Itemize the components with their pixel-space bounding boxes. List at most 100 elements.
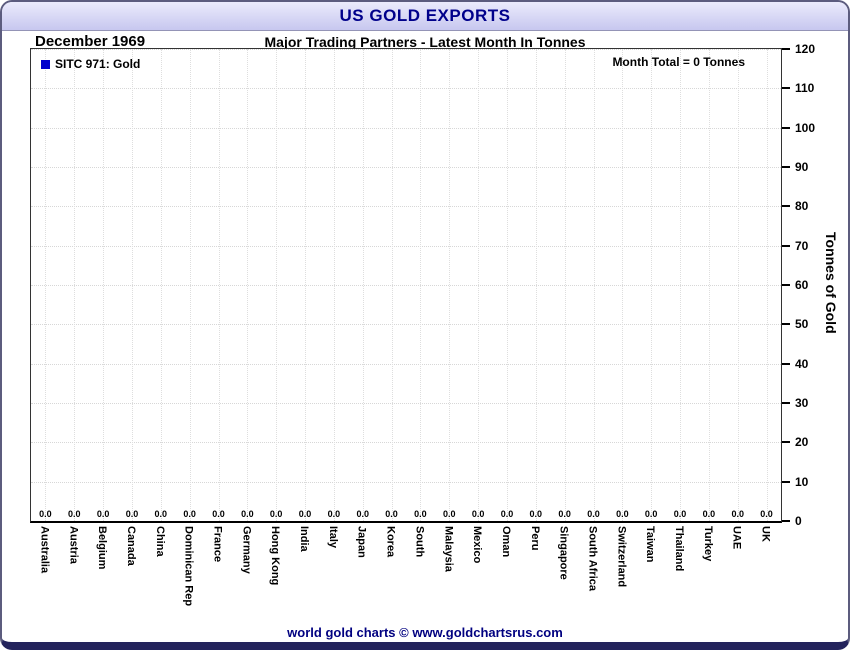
x-tick-label: Mexico [471, 526, 484, 564]
v-gridline [333, 49, 335, 521]
x-tick-label: Korea [384, 526, 397, 558]
y-tick-mark [782, 402, 790, 404]
x-tick-label: Oman [499, 526, 512, 558]
x-tick-label: Malaysia [442, 526, 455, 572]
y-tick-label: 30 [795, 396, 809, 410]
h-gridline [31, 285, 781, 286]
bar-value-label: 0.0 [529, 509, 543, 519]
bar-value-label: 0.0 [269, 509, 283, 519]
bar-value-label: 0.0 [356, 509, 369, 519]
x-tick-label: Japan [355, 526, 368, 558]
h-gridline [31, 324, 781, 326]
y-tick-mark [782, 480, 790, 483]
h-gridline [31, 127, 781, 129]
y-tick-mark [782, 323, 790, 326]
bar-value-label: 0.0 [471, 509, 485, 519]
y-tick-label: 20 [795, 435, 809, 450]
y-tick-label: 120 [795, 42, 816, 56]
footer-credit: world gold charts © www.goldchartsrus.co… [287, 625, 563, 640]
horizontal-gridlines [31, 49, 781, 521]
bar-value-label: 0.0 [644, 509, 658, 519]
bar-value-label: 0.0 [212, 509, 225, 519]
v-gridline [103, 49, 105, 521]
v-gridline [276, 49, 278, 521]
bar-value-labels: 0.0 0.0 0.0 0.0 0.0 0.0 0.0 0.0 0.0 0.0 0.0 0.0 0.0 0… [31, 49, 781, 521]
v-gridline [593, 49, 595, 521]
bar-value-label: 0.0 [241, 509, 254, 519]
y-tick-mark [782, 205, 790, 208]
bar-value-label: 0.0 [673, 509, 687, 519]
y-tick-mark [782, 362, 790, 365]
bar-value-label: 0.0 [414, 509, 427, 519]
v-gridline [622, 49, 624, 521]
v-gridline [478, 49, 480, 521]
bar-value-label: 0.0 [731, 509, 744, 519]
x-tick-label: Switzerland [615, 526, 628, 588]
y-axis-title: Tonnes of Gold [823, 232, 839, 334]
x-tick-label: India [298, 526, 311, 552]
bar-value-label: 0.0 [500, 509, 514, 519]
x-tick-label: South [413, 526, 426, 558]
v-gridline [737, 49, 739, 521]
bar-value-label: 0.0 [327, 509, 341, 519]
legend-swatch-icon [41, 59, 50, 69]
month-total-label: Month Total = 0 Tonnes [612, 55, 745, 69]
v-gridline [189, 49, 191, 521]
y-tick-label: 10 [795, 474, 809, 489]
y-tick-label: 110 [795, 81, 815, 96]
y-tick-mark [782, 166, 790, 168]
v-gridline [131, 49, 133, 521]
v-gridline [564, 49, 566, 521]
v-gridline [74, 49, 76, 521]
x-tick-label: Dominican Rep [182, 526, 195, 607]
h-gridline [31, 363, 781, 365]
bar-value-label: 0.0 [183, 509, 196, 519]
h-gridline [31, 206, 781, 208]
x-tick-label: Italy [326, 526, 339, 549]
bar-value-label: 0.0 [39, 509, 52, 519]
vertical-gridlines [31, 49, 781, 521]
v-gridline [420, 49, 422, 521]
h-gridline [31, 403, 781, 404]
bar-value-label: 0.0 [385, 509, 398, 519]
v-gridline [160, 49, 162, 521]
y-tick-mark [782, 87, 790, 90]
x-axis-labels: Australia Austria Belgium Canada China Domini… [30, 526, 782, 632]
x-tick-label: China [153, 526, 166, 557]
y-tick-label: 50 [795, 317, 809, 332]
x-tick-label: UK [759, 526, 772, 542]
y-tick-mark [782, 244, 790, 247]
y-tick-mark [782, 284, 790, 286]
h-gridline [31, 167, 781, 168]
x-tick-label: Australia [38, 526, 51, 574]
v-gridline [45, 49, 47, 521]
x-tick-label: South Africa [586, 526, 599, 591]
x-tick-label: Germany [240, 526, 253, 574]
v-gridline [449, 49, 451, 521]
v-gridline [362, 49, 364, 521]
bar-value-label: 0.0 [587, 509, 600, 519]
x-tick-label: Austria [67, 526, 80, 564]
bar-value-label: 0.0 [616, 509, 629, 519]
legend: SITC 971: Gold [41, 57, 140, 71]
y-tick-mark [782, 441, 790, 444]
v-gridline [766, 49, 768, 521]
x-tick-label: UAE [730, 526, 743, 550]
title-bar: US GOLD EXPORTS [2, 2, 848, 31]
y-tick-label: 0 [795, 514, 802, 528]
bar-value-label: 0.0 [125, 509, 139, 519]
v-gridline [247, 49, 249, 521]
h-gridline [31, 245, 781, 247]
y-tick-mark [782, 126, 790, 129]
bar-value-label: 0.0 [68, 509, 81, 519]
y-tick-label: 60 [795, 278, 809, 292]
h-gridline [31, 49, 781, 50]
h-gridline [31, 88, 781, 90]
x-tick-label: Peru [528, 526, 541, 551]
bar-value-label: 0.0 [760, 509, 773, 519]
y-tick-label: 40 [795, 356, 809, 371]
x-tick-label: Singapore [557, 526, 570, 580]
v-gridline [651, 49, 653, 521]
bar-value-label: 0.0 [154, 509, 168, 519]
